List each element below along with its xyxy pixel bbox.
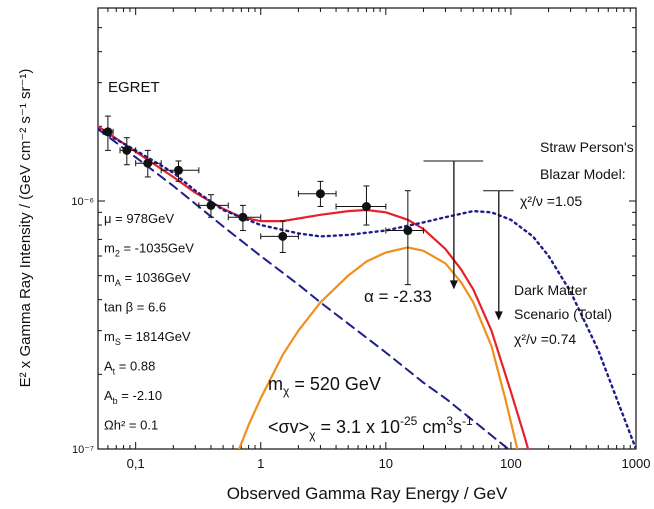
data-point [103,127,113,137]
egret-data-points [102,115,424,286]
blazar-label-line-2: Blazar Model: [540,166,626,182]
sigmav-exponent: -25 [400,414,418,428]
parameter-symbol: Ωh² [104,418,126,433]
parameter-subscript: A [115,278,121,288]
data-point [278,231,288,241]
parameter-line: μ = 978GeV [104,211,174,226]
x-tick-label: 10 [379,456,393,471]
sigmav-tail: s [453,417,462,437]
dm-label-line-2: Scenario (Total) [514,306,612,322]
parameter-value: = 0.88 [115,359,155,374]
y-tick-label: 10⁻⁶ [71,196,94,208]
parameter-subscript: t [113,367,116,377]
wimp-mass-symbol: m [268,374,283,394]
x-tick-label: 100 [500,456,522,471]
upper-limit-arrow-head [449,280,458,290]
parameter-symbol: μ [104,211,112,226]
parameter-value: = 1036GeV [121,270,191,285]
alpha-annotation: α = -2.33 [364,287,432,306]
wimp-mass-value: = 520 GeV [289,374,381,394]
data-point [206,200,216,210]
y-tick-label: 10⁻⁷ [72,444,94,456]
dm-label-line-1: Dark Matter [514,282,587,298]
parameter-symbol: m [104,241,115,256]
sigmav-symbol: <σv> [268,417,309,437]
wimp-mass-annotation: mχ = 520 GeV [268,374,381,398]
data-point [173,165,183,175]
parameter-line: tan β = 6.6 [104,300,166,315]
parameter-value: = 0.1 [125,418,158,433]
x-tick-label: 0,1 [127,456,145,471]
parameter-value: = -2.10 [118,388,162,403]
blazar-model-curve [98,127,636,449]
parameter-line: m2 = -1035GeV [104,241,194,259]
blazar-label-line-1: Straw Person's [540,139,634,155]
sigmav-value: = 3.1 x 10 [315,417,400,437]
y-axis-label: E² x Gamma Ray Intensity / (GeV cm⁻² s⁻¹… [17,69,34,388]
x-tick-label: 1 [257,456,264,471]
parameter-value: = 6.6 [133,300,166,315]
parameter-symbol: tan β [104,300,133,315]
egret-label: EGRET [108,79,160,96]
parameter-line: Ab = -2.10 [104,388,162,406]
y-tick-labels: 10⁻⁷ 10⁻⁶ [71,196,94,456]
dark-matter-annotation: Dark Matter Scenario (Total) χ²/ν =0.74 [514,282,612,347]
parameter-subscript: S [115,337,121,347]
cross-section-annotation: <σv>χ = 3.1 x 10-25 cm3s-1 [268,414,473,442]
parameter-symbol: A [104,359,113,374]
parameter-line: At = 0.88 [104,359,155,377]
blazar-chi2: χ²/ν =1.05 [520,193,582,209]
sigmav-tail-exponent: -1 [462,414,473,428]
parameter-line: mA = 1036GeV [104,270,191,288]
parameter-symbol: m [104,270,115,285]
plot-frame [97,7,637,450]
parameter-symbol: m [104,329,115,344]
x-axis-label: Observed Gamma Ray Energy / GeV [227,484,508,503]
blazar-chi2-value: =1.05 [543,193,583,209]
x-tick-label: 1000 [622,456,651,471]
upper-limit-arrow-head [494,311,503,321]
parameter-value: = 1814GeV [121,329,191,344]
dm-chi2: χ²/ν =0.74 [514,331,576,347]
parameter-symbol: A [104,388,113,403]
power-law-background-curve [98,128,510,449]
parameter-line: mS = 1814GeV [104,329,191,347]
model-curves [98,125,636,449]
parameter-subscript: b [113,396,118,406]
data-point [122,145,132,155]
wimp-mass-subscript: χ [283,384,290,398]
data-point [403,226,413,236]
dark-matter-annihilation-curve [238,246,519,449]
data-point [238,212,248,222]
sigmav-unit-exponent: 3 [446,414,453,428]
data-point [143,158,153,168]
blazar-chi2-symbol: χ²/ν [520,193,543,209]
parameter-line: Ωh² = 0.1 [104,418,158,433]
data-point [315,189,325,199]
sigmav-unit: cm [417,417,446,437]
parameter-value: = -1035GeV [120,241,194,256]
dm-chi2-value: =0.74 [537,331,577,347]
parameter-value: = 978GeV [112,211,175,226]
dm-chi2-symbol: χ²/ν [514,331,537,347]
data-point [361,202,371,212]
upper-limit-markers [423,160,514,321]
sigmav-subscript: χ [309,428,316,442]
blazar-annotation: Straw Person's Blazar Model: χ²/ν =1.05 [520,139,634,209]
parameter-subscript: 2 [115,249,120,259]
x-tick-labels: 0,1 1 10 100 1000 [127,456,651,471]
axis-ticks [97,7,636,450]
